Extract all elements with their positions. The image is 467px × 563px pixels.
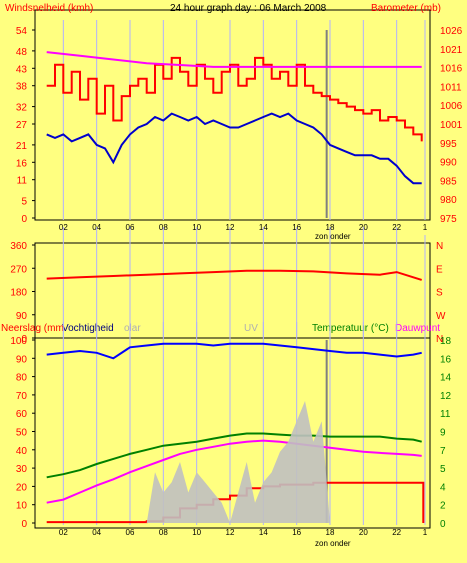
ytick-left: 180 <box>10 288 27 299</box>
series-temperatuur-c- <box>46 432 422 479</box>
ytick-left: 20 <box>16 482 28 493</box>
ytick-right: 0 <box>440 519 446 530</box>
series-barometer-mb- <box>46 51 422 68</box>
ytick-left: 40 <box>16 446 28 457</box>
xtick-label: 04 <box>92 528 101 537</box>
ytick-right: 2 <box>440 501 446 512</box>
label-uv: UV <box>244 323 258 334</box>
ytick-right: 12 <box>440 391 452 402</box>
ytick-right: 975 <box>440 214 457 225</box>
series-windsnelheid-gemiddeld <box>46 112 422 185</box>
humidity-temperature-panel: Neerslag (mm Vochtigheid olar UV Tempera… <box>1 322 452 548</box>
ytick-left: 90 <box>16 354 28 365</box>
ylabel-wind: Windsnelheid (kmh) <box>5 3 93 14</box>
series-vochtigheid <box>46 342 422 360</box>
plot-frame-1 <box>34 9 431 221</box>
xtick-label: 08 <box>159 528 168 537</box>
label-rain: Neerslag (mm <box>1 323 64 334</box>
series-windrichting <box>46 269 422 281</box>
sunset-label-1: zon onder <box>315 232 351 241</box>
ytick-left: 30 <box>16 464 28 475</box>
label-dewpoint: Dauwpunt <box>395 323 440 334</box>
ytick-right: 18 <box>440 336 452 347</box>
ytick-left: 16 <box>16 158 28 169</box>
ytick-right: 1001 <box>440 120 463 131</box>
ytick-right: 7 <box>440 446 446 457</box>
ytick-right: S <box>436 288 443 299</box>
ytick-right: 11 <box>440 409 451 420</box>
xtick-label: 16 <box>292 528 301 537</box>
ytick-right: 985 <box>440 176 457 187</box>
ytick-right: 9 <box>440 428 446 439</box>
xtick-label: 1 <box>423 223 428 232</box>
ytick-left: 70 <box>16 391 28 402</box>
ylabel-barometer: Barometer (mb) <box>371 3 441 14</box>
xtick-label: 18 <box>326 528 335 537</box>
xtick-label: 06 <box>126 528 135 537</box>
ytick-right: N <box>436 241 443 252</box>
ytick-left: 54 <box>16 26 28 37</box>
ytick-right: 1021 <box>440 45 463 56</box>
ytick-left: 0 <box>21 214 27 225</box>
ytick-right: 1011 <box>440 82 462 93</box>
ytick-right: 5 <box>440 464 446 475</box>
plot-frame-3 <box>34 337 431 529</box>
ytick-right: 1006 <box>440 101 463 112</box>
ytick-right: E <box>436 264 443 275</box>
label-solar: olar <box>124 323 141 334</box>
label-temperature: Temperatuur (°C) <box>312 323 389 334</box>
ytick-left: 100 <box>10 336 27 347</box>
xtick-label: 14 <box>259 528 268 537</box>
ytick-left: 21 <box>16 141 28 152</box>
ytick-right: 14 <box>440 373 452 384</box>
series-dauwpunt <box>46 439 422 504</box>
series-windsnelheid-kmh- <box>46 56 423 142</box>
ytick-left: 10 <box>16 501 28 512</box>
ytick-left: 48 <box>16 47 28 58</box>
ytick-right: 995 <box>440 139 457 150</box>
ytick-left: 80 <box>16 373 28 384</box>
wind-barometer-panel: Windsnelheid (kmh) 24 hour graph day : 0… <box>5 3 463 241</box>
ytick-left: 50 <box>16 428 28 439</box>
ytick-left: 5 <box>21 197 27 208</box>
ytick-right: 990 <box>440 158 457 169</box>
xtick-label: 10 <box>192 528 201 537</box>
ytick-right: 16 <box>440 354 452 365</box>
ytick-left: 32 <box>16 103 28 114</box>
ytick-left: 60 <box>16 409 28 420</box>
ytick-right: 980 <box>440 195 457 206</box>
ytick-right: W <box>436 311 446 322</box>
xtick-label: 22 <box>392 528 401 537</box>
xtick-label: 1 <box>423 528 428 537</box>
ytick-right: 1026 <box>440 26 463 37</box>
ytick-left: 0 <box>21 519 27 530</box>
label-humidity: Vochtigheid <box>62 323 114 334</box>
ytick-left: 43 <box>16 64 28 75</box>
ytick-right: 1016 <box>440 64 463 75</box>
ytick-right: N <box>436 334 443 345</box>
ytick-left: 27 <box>16 120 28 131</box>
xtick-label: 02 <box>59 528 68 537</box>
ytick-left: 90 <box>16 311 28 322</box>
ytick-left: 38 <box>16 82 28 93</box>
xtick-label: 12 <box>226 528 235 537</box>
ytick-left: 0 <box>21 334 27 345</box>
ytick-left: 11 <box>17 176 28 187</box>
sunset-label-3: zon onder <box>315 539 351 548</box>
xtick-label: 20 <box>359 528 368 537</box>
ytick-right: 4 <box>440 482 446 493</box>
ytick-left: 360 <box>10 241 27 252</box>
chart-title: 24 hour graph day : 06 March 2008 <box>170 3 327 14</box>
ytick-left: 270 <box>10 264 27 275</box>
series-solar <box>146 401 330 523</box>
